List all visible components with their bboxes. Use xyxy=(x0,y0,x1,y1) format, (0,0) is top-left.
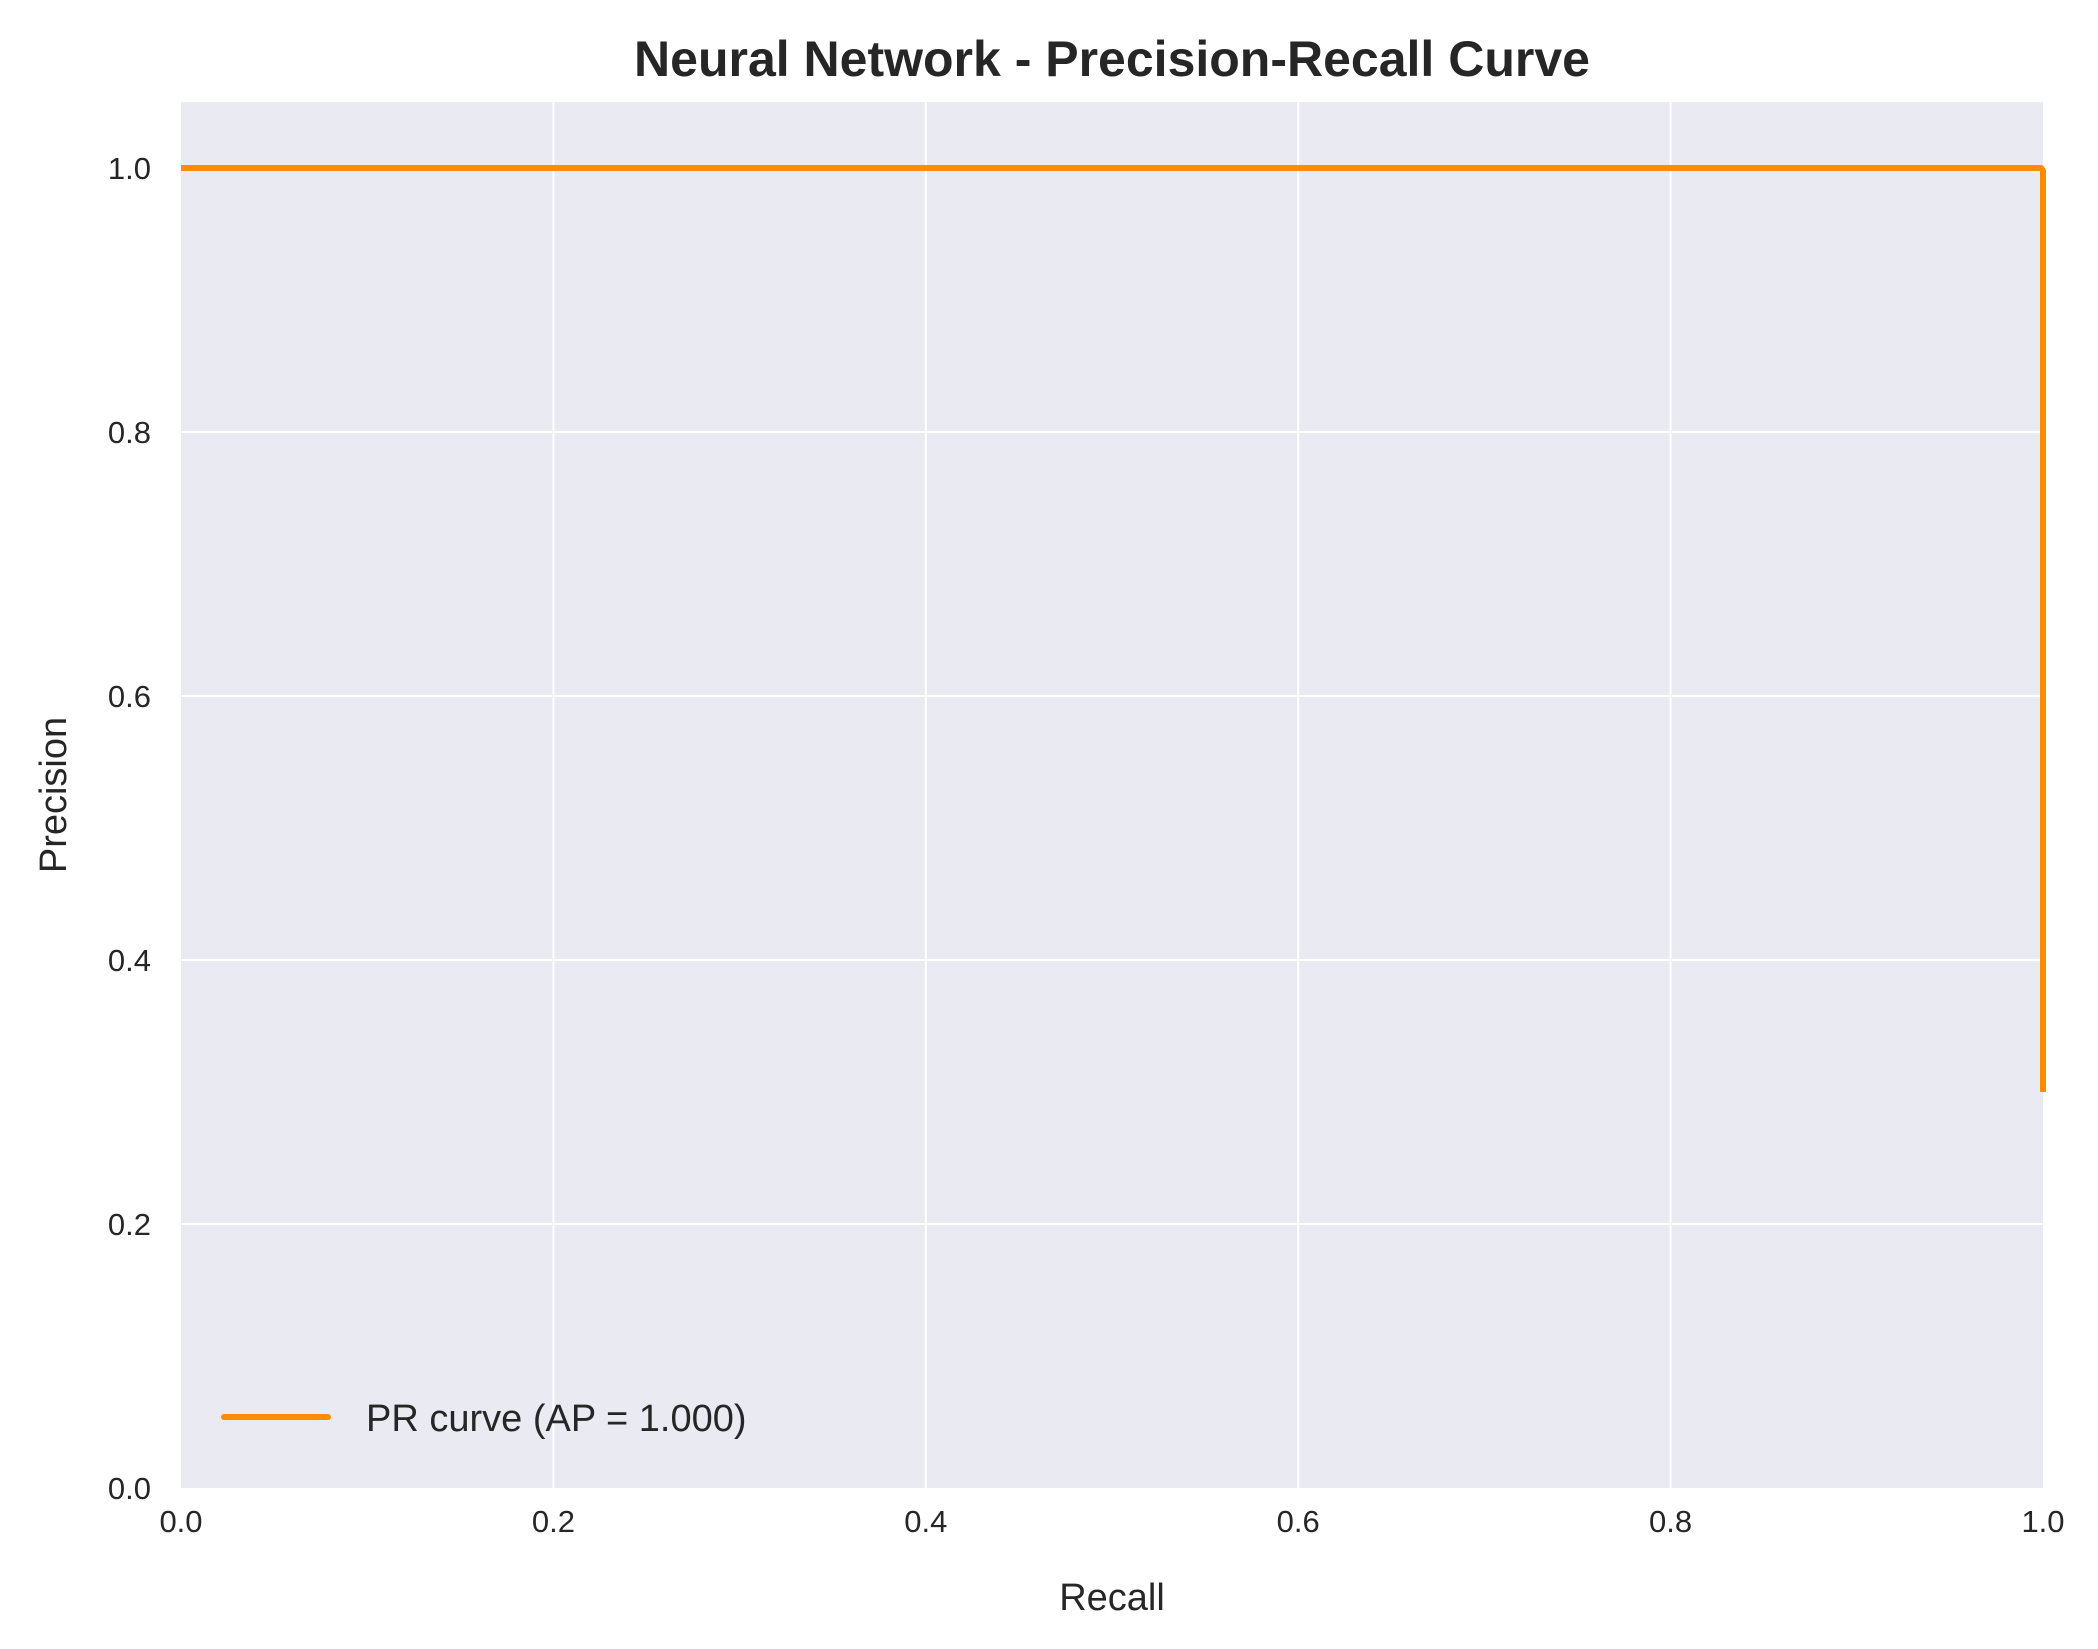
x-tick-label: 0.4 xyxy=(904,1504,947,1539)
pr-curve-line xyxy=(181,165,2046,1092)
legend-label-pr-curve: PR curve (AP = 1.000) xyxy=(366,1398,747,1440)
x-tick-label: 0.2 xyxy=(532,1504,575,1539)
y-tick-label: 1.0 xyxy=(108,151,151,186)
x-tick-label: 0.8 xyxy=(1649,1504,1692,1539)
y-tick-label: 0.4 xyxy=(108,943,151,978)
y-axis-label: Precision xyxy=(33,717,75,873)
x-axis-label: Recall xyxy=(1059,1577,1165,1619)
x-tick-label: 1.0 xyxy=(2021,1504,2064,1539)
y-tick-label: 0.0 xyxy=(108,1471,151,1506)
x-tick-label: 0.6 xyxy=(1277,1504,1320,1539)
y-tick-labels: 0.0 0.2 0.4 0.6 0.8 1.0 xyxy=(108,151,151,1506)
legend: PR curve (AP = 1.000) xyxy=(221,1398,747,1440)
y-tick-label: 0.2 xyxy=(108,1207,151,1242)
series-layer xyxy=(181,165,2046,1092)
x-tick-labels: 0.0 0.2 0.4 0.6 0.8 1.0 xyxy=(159,1504,2064,1539)
x-tick-label: 0.0 xyxy=(159,1504,202,1539)
chart-title: Neural Network - Precision-Recall Curve xyxy=(634,31,1590,87)
plot-area xyxy=(181,102,2043,1488)
y-tick-label: 0.8 xyxy=(108,415,151,450)
y-tick-label: 0.6 xyxy=(108,679,151,714)
